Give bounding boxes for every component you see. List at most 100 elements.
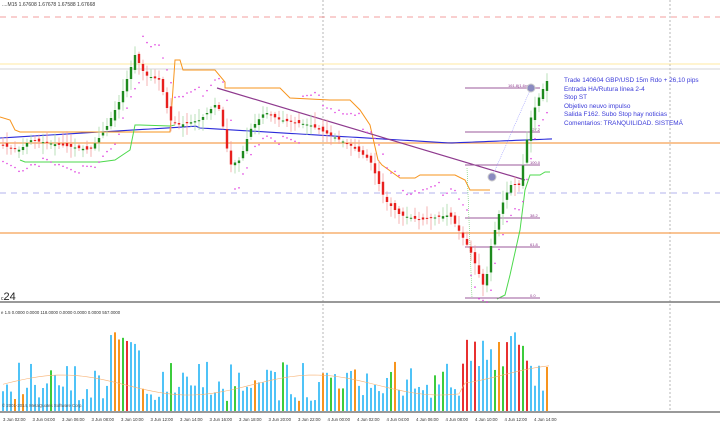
candle-body xyxy=(73,147,77,149)
psar-dot xyxy=(42,157,44,160)
volume-bar xyxy=(318,382,320,411)
volume-bar xyxy=(122,337,124,411)
psar-dot xyxy=(402,189,404,192)
psar-dot xyxy=(126,107,128,109)
volume-bar xyxy=(54,375,56,411)
candle-body xyxy=(537,97,541,106)
volume-bar xyxy=(10,391,12,411)
volume-bar xyxy=(154,399,156,411)
psar-dot xyxy=(246,167,248,169)
candle-body xyxy=(137,53,141,63)
candle-body xyxy=(485,274,489,286)
psar-dot xyxy=(186,92,188,94)
psar-dot xyxy=(438,181,440,184)
candle-body xyxy=(145,71,149,76)
psar-dot xyxy=(482,299,484,302)
fib-anchor-line xyxy=(466,167,473,299)
psar-dot xyxy=(282,135,284,138)
time-axis-label: 3 Jun 06:00 xyxy=(62,417,85,422)
psar-dot xyxy=(266,135,268,137)
annotation-line: Entrada HA/Rutura línea 2-4 xyxy=(564,85,645,93)
candle-body xyxy=(69,143,73,147)
volume-header: e 1.5 0.0000 0.0000 118.0000 0.0000 0.00… xyxy=(1,310,121,315)
volume-bar xyxy=(174,392,176,411)
volume-bar xyxy=(190,385,192,411)
volume-bar xyxy=(170,363,172,411)
psar-dot xyxy=(306,94,308,97)
volume-bar xyxy=(346,372,348,411)
candle-body xyxy=(333,137,337,139)
psar-dot xyxy=(198,86,200,89)
volume-bar xyxy=(350,370,352,411)
volume-bar xyxy=(342,388,344,411)
volume-bar xyxy=(130,342,132,411)
candle-body xyxy=(389,203,393,206)
psar-dot xyxy=(466,209,468,211)
psar-dot xyxy=(454,189,456,192)
volume-bar xyxy=(326,372,328,411)
psar-dot xyxy=(298,142,300,144)
psar-dot xyxy=(442,194,444,196)
candle-body xyxy=(201,117,205,120)
psar-dot xyxy=(354,114,356,117)
fib-level-label: 0.0 xyxy=(530,293,536,298)
psar-dot xyxy=(330,107,332,110)
psar-dot xyxy=(178,95,180,98)
psar-dot xyxy=(194,88,196,91)
psar-dot xyxy=(98,161,100,163)
psar-dot xyxy=(490,289,492,291)
candle-body xyxy=(101,132,105,136)
psar-dot xyxy=(414,190,416,192)
psar-dot xyxy=(122,117,124,119)
volume-bar xyxy=(242,390,244,411)
volume-bar xyxy=(454,389,456,411)
volume-bar xyxy=(486,359,488,411)
volume-bar xyxy=(290,394,292,411)
volume-bar xyxy=(466,339,468,411)
volume-bar xyxy=(330,377,332,411)
candle-body xyxy=(245,139,249,152)
psar-dot xyxy=(234,188,236,190)
psar-dot xyxy=(102,155,104,158)
time-axis-label: 3 Jun 22:00 xyxy=(298,417,321,422)
candle-body xyxy=(505,192,509,200)
volume-bar xyxy=(422,390,424,411)
exit-marker xyxy=(526,83,536,93)
candle-body xyxy=(41,142,45,144)
psar-dot xyxy=(530,157,532,160)
psar-dot xyxy=(82,165,84,167)
candle-body xyxy=(513,183,517,185)
candle-body xyxy=(449,212,453,217)
psar-dot xyxy=(498,248,500,251)
volume-bar xyxy=(98,375,100,411)
volume-bar xyxy=(302,363,304,411)
psar-dot xyxy=(422,188,424,191)
candle-body xyxy=(533,107,537,121)
psar-dot xyxy=(30,164,32,166)
candle-body xyxy=(373,163,377,174)
volume-bar xyxy=(518,344,520,411)
volume-bar xyxy=(322,373,324,411)
volume-bar xyxy=(374,384,376,411)
candle-body xyxy=(85,146,89,150)
volume-bar xyxy=(394,361,396,411)
candle-body xyxy=(465,238,469,245)
psar-dot xyxy=(138,81,140,84)
volume-bar xyxy=(494,369,496,411)
volume-bar xyxy=(398,389,400,411)
psar-dot xyxy=(294,140,296,143)
candle-body xyxy=(437,215,441,217)
candle-body xyxy=(293,122,297,124)
volume-bar xyxy=(546,366,548,411)
candle-body xyxy=(141,63,145,71)
time-axis-label: 3 Jun 16:00 xyxy=(209,417,232,422)
candle-body xyxy=(501,202,505,214)
psar-dot xyxy=(62,165,64,168)
psar-dot xyxy=(446,192,448,194)
candle-body xyxy=(261,114,265,118)
volume-bar xyxy=(510,336,512,411)
annotation-line: Salida F162. Subo Stop hay noticias xyxy=(564,111,668,119)
candle-body xyxy=(173,122,177,124)
fib-level-label: 100.0 xyxy=(530,160,541,165)
